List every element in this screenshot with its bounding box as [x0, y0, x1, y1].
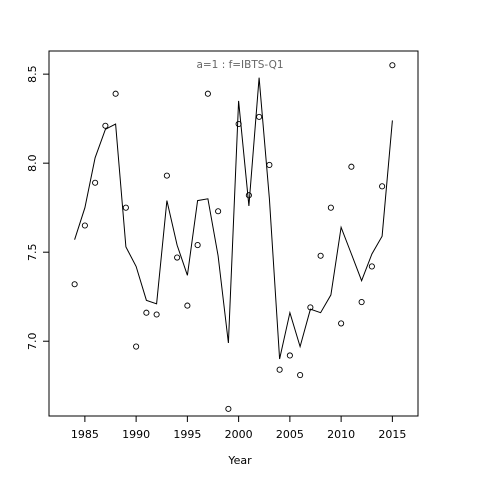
- data-point: [153, 311, 160, 318]
- data-point: [266, 161, 273, 169]
- model-fit-line: [74, 77, 393, 360]
- data-point: [297, 371, 304, 379]
- y-tick-label: 8.5: [26, 65, 39, 83]
- series-layer: [71, 62, 396, 412]
- x-axis-label: Year: [227, 454, 252, 467]
- data-point: [379, 183, 386, 190]
- data-point: [317, 252, 324, 259]
- x-axis: 1985 1990 1995 2000 2005 2010 2015: [71, 416, 406, 441]
- data-point: [194, 242, 201, 249]
- data-point: [276, 366, 283, 373]
- data-point: [256, 113, 263, 120]
- data-point: [71, 281, 78, 288]
- y-tick-label: 7.0: [26, 332, 39, 350]
- x-tick-label: 2015: [378, 428, 406, 441]
- data-point: [163, 172, 170, 179]
- data-point: [102, 122, 109, 129]
- data-point: [174, 254, 181, 261]
- data-point: [112, 90, 119, 97]
- y-axis: 7.0 7.5 8.0 8.5: [26, 65, 49, 350]
- data-point: [327, 204, 334, 211]
- data-point: [81, 222, 88, 229]
- data-point: [215, 208, 222, 215]
- x-tick-label: 1990: [122, 428, 150, 441]
- data-point: [92, 179, 99, 186]
- x-tick-label: 2010: [327, 428, 355, 441]
- data-point: [204, 90, 211, 97]
- data-point: [245, 192, 252, 199]
- y-tick-label: 8.0: [26, 154, 39, 172]
- data-point: [133, 343, 140, 350]
- x-tick-label: 1995: [173, 428, 201, 441]
- data-point: [358, 298, 365, 306]
- data-point: [338, 320, 345, 327]
- x-tick-label: 2005: [276, 428, 304, 441]
- data-point: [143, 309, 150, 316]
- data-point: [286, 352, 293, 359]
- data-point: [348, 163, 355, 170]
- x-tick-label: 1985: [71, 428, 99, 441]
- plot-frame: [48, 50, 419, 417]
- data-point: [225, 405, 232, 412]
- chart-title: a=1 : f=IBTS-Q1: [196, 59, 283, 71]
- data-point: [368, 263, 375, 270]
- data-point: [389, 62, 396, 69]
- x-tick-label: 2000: [225, 428, 253, 441]
- data-point: [122, 204, 129, 211]
- y-tick-label: 7.5: [26, 243, 39, 261]
- data-point: [184, 302, 191, 309]
